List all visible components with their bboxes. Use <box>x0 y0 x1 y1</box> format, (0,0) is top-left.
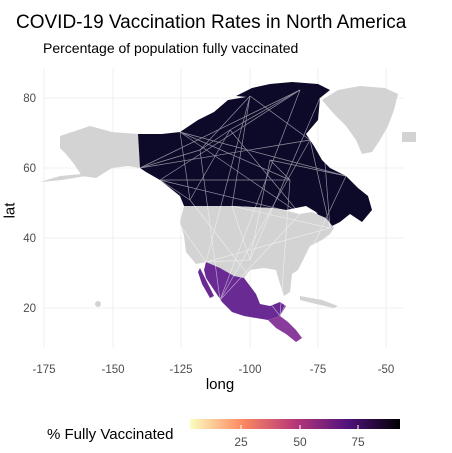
artifact-line <box>205 95 251 263</box>
hawaii-islands <box>95 301 101 307</box>
artifact-line <box>139 89 301 169</box>
artifact-line <box>179 131 301 215</box>
alaska-region <box>60 126 140 178</box>
x-tick-label: -175 <box>32 364 55 376</box>
artifact-line <box>139 139 311 169</box>
artifact-line <box>279 175 347 317</box>
artifact-line <box>319 97 331 229</box>
y-axis-title: lat <box>1 202 19 219</box>
x-tick-label: -50 <box>378 364 395 376</box>
usa-region <box>180 206 334 296</box>
legend: 25 50 75 <box>190 419 400 449</box>
artifact-line <box>205 227 331 263</box>
greenland-region <box>322 86 398 154</box>
artifact-line <box>309 139 331 229</box>
artifact-line <box>231 205 331 229</box>
artifact-line <box>199 95 251 151</box>
chart-title: COVID-19 Vaccination Rates in North Amer… <box>16 12 407 33</box>
artifact-line <box>179 131 347 177</box>
artifact-line <box>199 149 221 301</box>
artifact-line <box>189 199 281 317</box>
artifact-line <box>159 179 301 215</box>
artifact-line <box>229 89 301 131</box>
legend-tick-label: 25 <box>234 435 248 449</box>
legend-title: % Fully Vaccinated <box>47 426 174 443</box>
mexico-region <box>204 262 286 320</box>
central-america-region <box>268 316 302 342</box>
legend-tick-label: 75 <box>351 435 365 449</box>
x-tick-label: -150 <box>101 364 124 376</box>
artifact-line <box>139 149 201 169</box>
y-tick-label: 40 <box>23 233 36 245</box>
canada-region <box>138 90 372 228</box>
artifact-line <box>179 131 291 181</box>
artifact-line <box>219 213 301 301</box>
artifact-line <box>249 97 321 261</box>
polygon-artifact-lines <box>139 89 347 317</box>
artifact-line <box>205 259 251 263</box>
artifact-line <box>249 159 271 261</box>
canada-arctic-islands <box>236 82 330 98</box>
x-axis: -175 -150 -125 -100 -75 -50 <box>32 364 394 376</box>
artifact-line <box>231 95 251 207</box>
artifact-line <box>159 89 301 181</box>
artifact-line <box>269 159 291 181</box>
y-tick-label: 60 <box>23 163 36 175</box>
artifact-line <box>179 131 191 201</box>
artifact-line <box>249 95 311 141</box>
aleutian-islands <box>40 174 86 182</box>
x-tick-label: -75 <box>310 364 327 376</box>
legend-colorbar <box>190 419 400 429</box>
y-axis: 80 60 40 20 <box>23 93 36 315</box>
x-axis-title: long <box>205 376 235 393</box>
legend-tick-label: 50 <box>293 435 307 449</box>
artifact-line <box>229 129 301 215</box>
artifact-line <box>189 129 231 201</box>
chart-subtitle: Percentage of population fully vaccinate… <box>43 40 299 56</box>
iceland-region <box>402 132 416 142</box>
baja-california <box>198 268 214 298</box>
x-tick-label: -125 <box>169 364 192 376</box>
artifact-line <box>269 159 347 177</box>
artifact-line <box>139 167 207 263</box>
artifact-line <box>319 97 347 177</box>
artifact-line <box>159 179 191 201</box>
artifact-line <box>279 179 291 317</box>
artifact-line <box>219 139 311 301</box>
artifact-line <box>199 129 231 151</box>
y-tick-label: 20 <box>23 303 36 315</box>
x-tick-label: -100 <box>238 364 261 376</box>
artifact-line <box>219 89 301 301</box>
y-tick-label: 80 <box>23 93 36 105</box>
caribbean-islands <box>300 296 338 308</box>
